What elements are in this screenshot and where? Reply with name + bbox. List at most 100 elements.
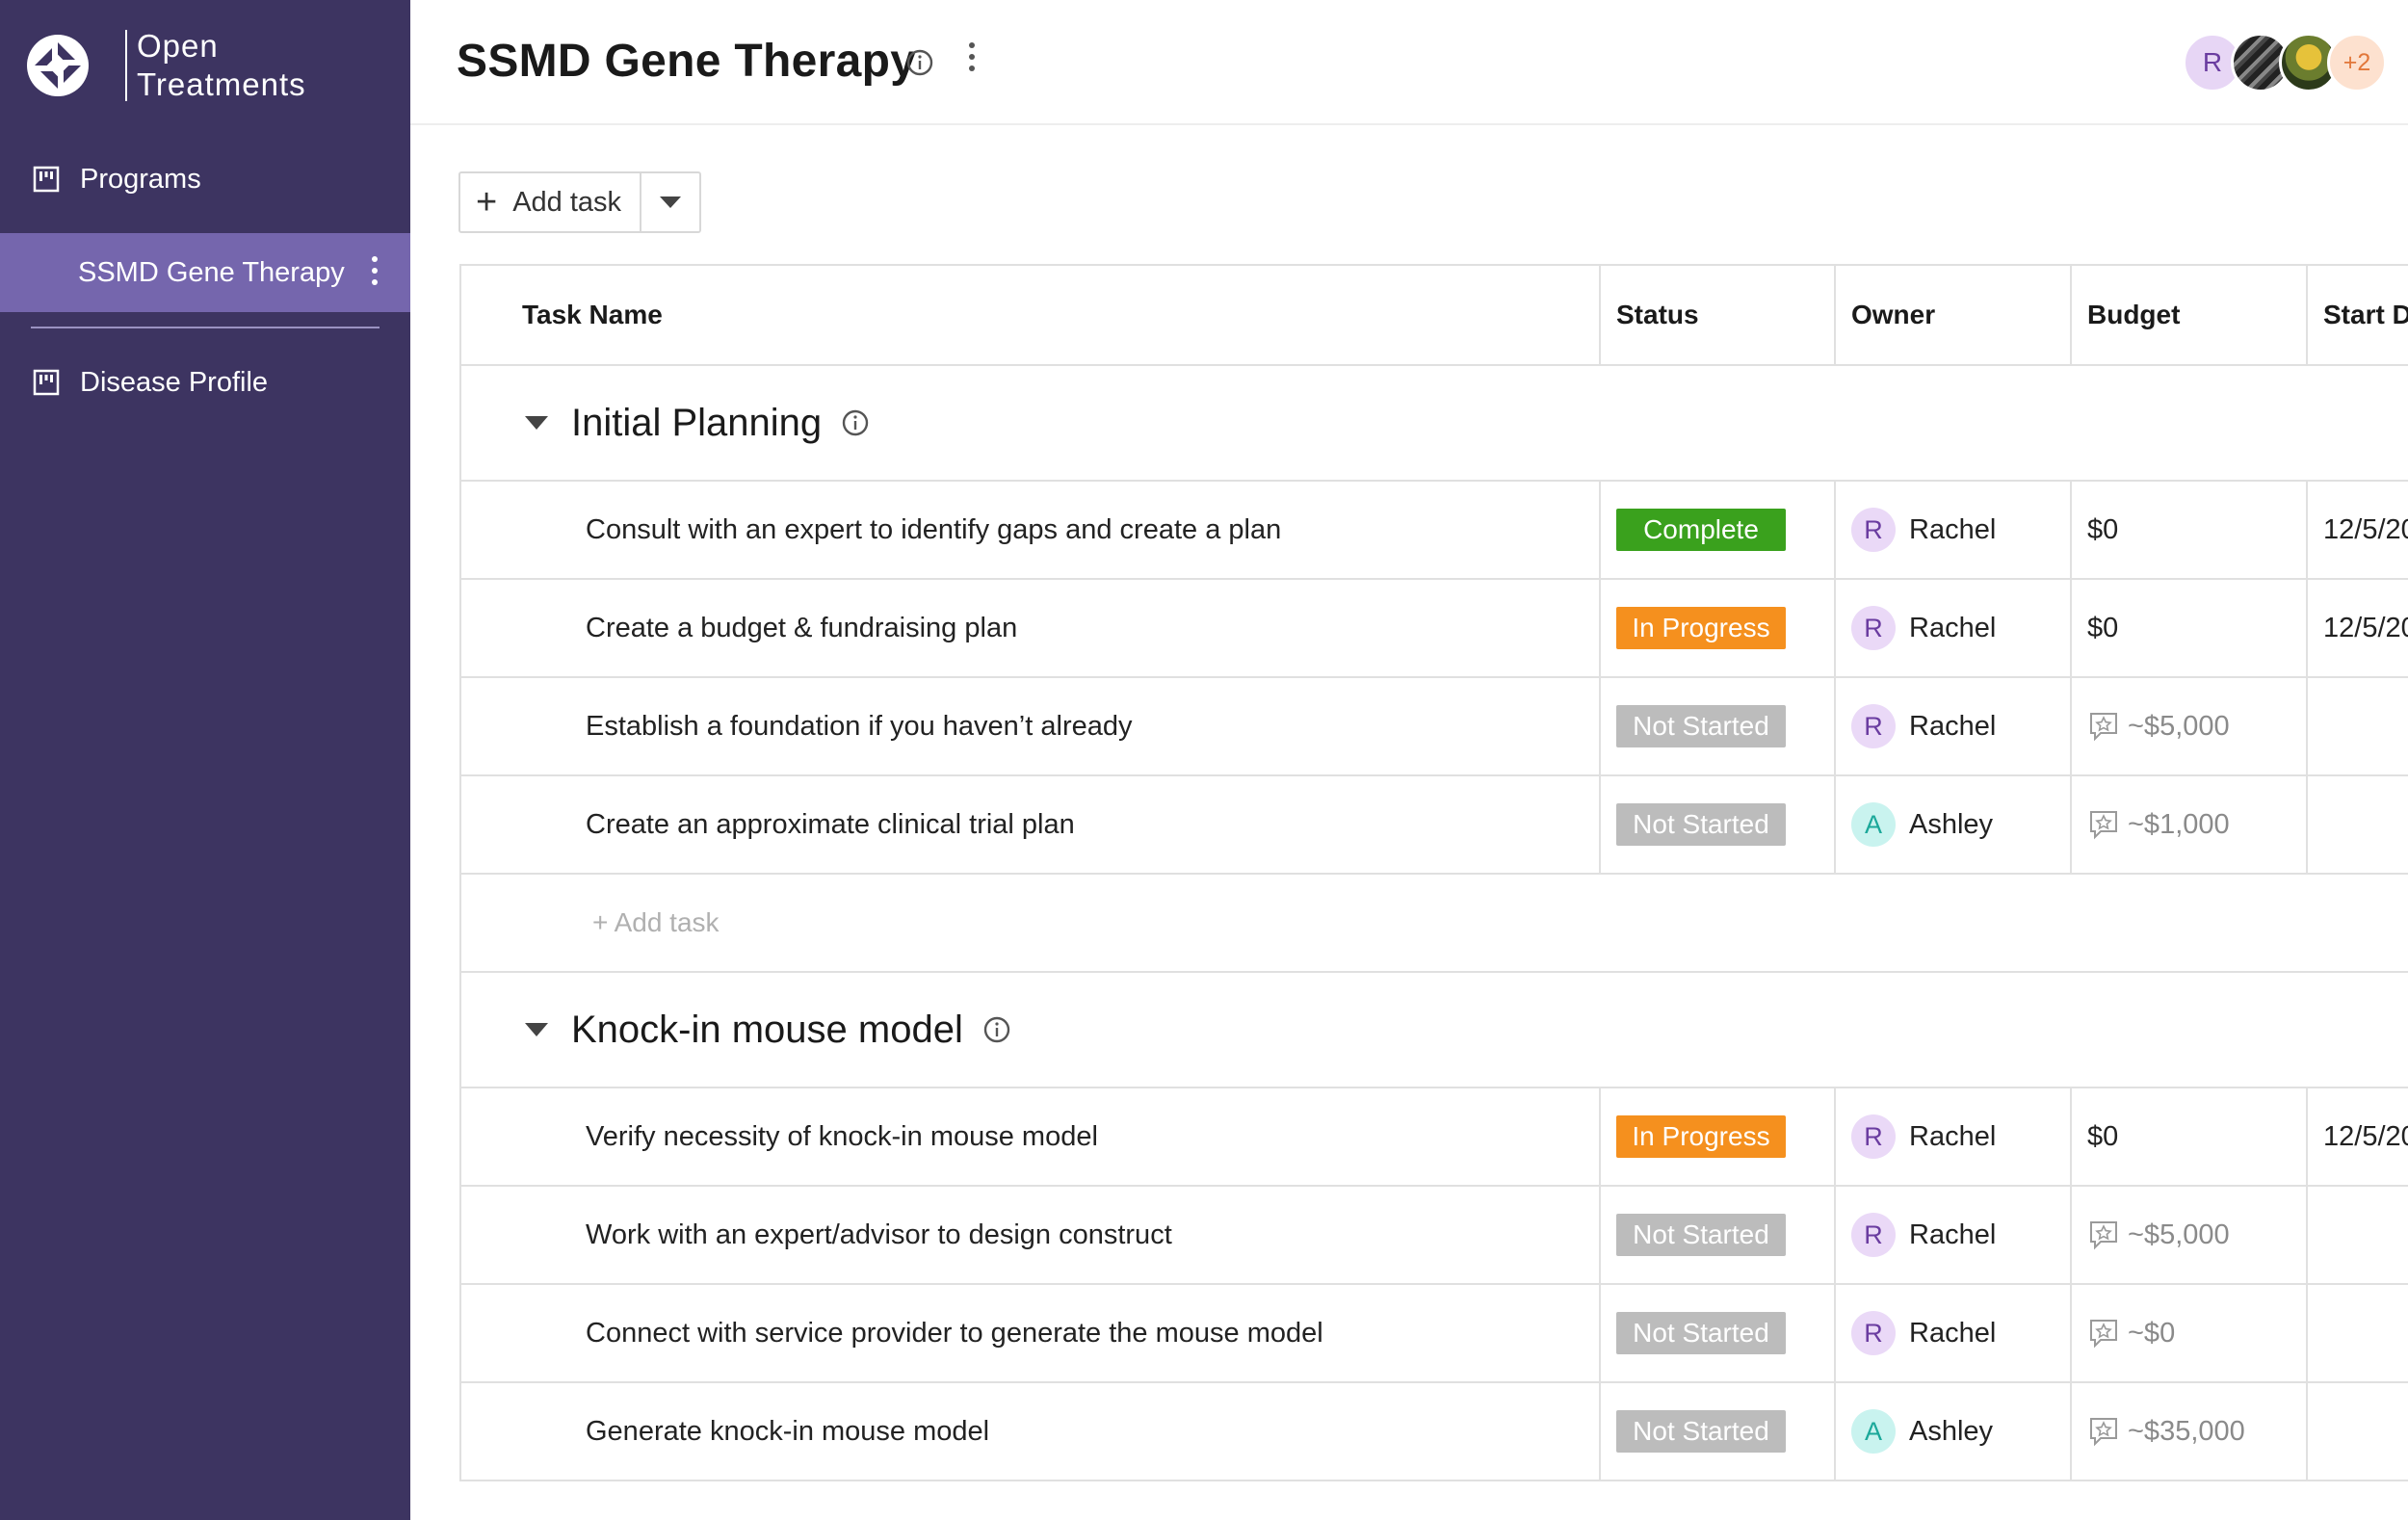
start-date-cell[interactable]: 12/5/20	[2323, 513, 2408, 545]
inline-add-task-link[interactable]: + Add task	[592, 907, 720, 937]
owner-name: Rachel	[1909, 710, 1997, 742]
table-row[interactable]: Work with an expert/advisor to design co…	[461, 1187, 2408, 1285]
status-badge[interactable]: Complete	[1616, 509, 1786, 551]
owner-name: Rachel	[1909, 1120, 1997, 1152]
owner-cell[interactable]: A Ashley	[1836, 1383, 2072, 1480]
sidebar-item-disease-profile[interactable]: Disease Profile	[0, 343, 410, 422]
table-row[interactable]: Create an approximate clinical trial pla…	[461, 776, 2408, 875]
status-badge[interactable]: Not Started	[1616, 1312, 1786, 1354]
add-task-row: + Add task	[461, 875, 2408, 973]
budget-cell[interactable]: $0	[2072, 580, 2308, 676]
task-name[interactable]: Generate knock-in mouse model	[461, 1383, 1601, 1480]
status-cell[interactable]: Not Started	[1601, 776, 1836, 873]
avatar[interactable]: R	[2183, 33, 2242, 92]
collaborator-avatars[interactable]: R +2	[2183, 33, 2387, 92]
owner-name: Rachel	[1909, 1317, 1997, 1349]
budget-value: ~$0	[2128, 1317, 2176, 1349]
sidebar-item-ssmd-gene-therapy[interactable]: SSMD Gene Therapy	[0, 233, 410, 312]
budget-value: $0	[2087, 1120, 2119, 1152]
group-row[interactable]: Knock-in mouse model	[461, 973, 2408, 1088]
status-badge[interactable]: In Progress	[1616, 1115, 1786, 1158]
add-task-dropdown-button[interactable]	[641, 173, 699, 231]
owner-cell[interactable]: A Ashley	[1836, 776, 2072, 873]
start-date-cell[interactable]	[2308, 1383, 2408, 1480]
budget-cell[interactable]: $0	[2072, 1088, 2308, 1185]
column-header-budget[interactable]: Budget	[2072, 266, 2308, 364]
task-name[interactable]: Verify necessity of knock-in mouse model	[461, 1088, 1601, 1185]
column-header-start-date[interactable]: Start Da	[2323, 300, 2408, 329]
brand[interactable]: Open Treatments	[25, 28, 306, 102]
budget-cell[interactable]: ~$5,000	[2072, 1187, 2308, 1283]
avatar: R	[1851, 704, 1896, 748]
status-badge[interactable]: Not Started	[1616, 705, 1786, 747]
budget-cell[interactable]: ~$0	[2072, 1285, 2308, 1381]
status-cell[interactable]: Complete	[1601, 482, 1836, 578]
status-cell[interactable]: Not Started	[1601, 678, 1836, 774]
table-row[interactable]: Establish a foundation if you haven’t al…	[461, 678, 2408, 776]
task-name[interactable]: Create a budget & fundraising plan	[461, 580, 1601, 676]
sidebar-item-label: SSMD Gene Therapy	[78, 256, 345, 288]
start-date-cell[interactable]	[2308, 776, 2408, 873]
task-name[interactable]: Establish a foundation if you haven’t al…	[461, 678, 1601, 774]
info-icon[interactable]	[982, 1015, 1011, 1044]
owner-cell[interactable]: R Rachel	[1836, 1187, 2072, 1283]
start-date-cell[interactable]: 12/5/20	[2323, 612, 2408, 643]
sidebar-item-label: Programs	[80, 163, 201, 195]
status-cell[interactable]: Not Started	[1601, 1187, 1836, 1283]
task-name[interactable]: Create an approximate clinical trial pla…	[461, 776, 1601, 873]
start-date-cell[interactable]	[2308, 1285, 2408, 1381]
group-row[interactable]: Initial Planning	[461, 366, 2408, 482]
more-collaborators-badge[interactable]: +2	[2327, 33, 2387, 92]
estimate-icon	[2090, 811, 2117, 840]
status-cell[interactable]: In Progress	[1601, 580, 1836, 676]
plus-icon: +	[476, 182, 498, 223]
owner-cell[interactable]: R Rachel	[1836, 678, 2072, 774]
info-icon[interactable]	[905, 48, 934, 77]
status-badge[interactable]: Not Started	[1616, 1214, 1786, 1256]
budget-cell[interactable]: ~$5,000	[2072, 678, 2308, 774]
group-title: Knock-in mouse model	[571, 1008, 963, 1051]
start-date-cell[interactable]: 12/5/20	[2323, 1120, 2408, 1152]
more-options-icon[interactable]	[969, 42, 977, 71]
info-icon[interactable]	[841, 408, 870, 437]
add-task-split-button: + Add task	[458, 171, 701, 233]
table-row[interactable]: Connect with service provider to generat…	[461, 1285, 2408, 1383]
budget-value: $0	[2087, 513, 2119, 545]
start-date-cell[interactable]	[2308, 1187, 2408, 1283]
owner-cell[interactable]: R Rachel	[1836, 580, 2072, 676]
budget-cell[interactable]: $0	[2072, 482, 2308, 578]
table-row[interactable]: Consult with an expert to identify gaps …	[461, 482, 2408, 580]
avatar: R	[1851, 1114, 1896, 1159]
status-cell[interactable]: Not Started	[1601, 1285, 1836, 1381]
budget-cell[interactable]: ~$1,000	[2072, 776, 2308, 873]
status-cell[interactable]: In Progress	[1601, 1088, 1836, 1185]
task-name[interactable]: Work with an expert/advisor to design co…	[461, 1187, 1601, 1283]
budget-cell[interactable]: ~$35,000	[2072, 1383, 2308, 1480]
table-row[interactable]: Generate knock-in mouse model Not Started…	[461, 1383, 2408, 1481]
owner-cell[interactable]: R Rachel	[1836, 1088, 2072, 1185]
brand-divider	[125, 30, 127, 101]
task-name[interactable]: Connect with service provider to generat…	[461, 1285, 1601, 1381]
owner-cell[interactable]: R Rachel	[1836, 1285, 2072, 1381]
table-row[interactable]: Verify necessity of knock-in mouse model…	[461, 1088, 2408, 1187]
owner-cell[interactable]: R Rachel	[1836, 482, 2072, 578]
collapse-caret-icon[interactable]	[525, 416, 548, 430]
column-header-owner[interactable]: Owner	[1836, 266, 2072, 364]
status-badge[interactable]: In Progress	[1616, 607, 1786, 649]
add-task-button[interactable]: + Add task	[460, 173, 641, 231]
estimate-icon	[2090, 1418, 2117, 1447]
sidebar-item-programs[interactable]: Programs	[0, 140, 410, 219]
status-cell[interactable]: Not Started	[1601, 1383, 1836, 1480]
status-badge[interactable]: Not Started	[1616, 1410, 1786, 1453]
column-header-status[interactable]: Status	[1601, 266, 1836, 364]
owner-name: Ashley	[1909, 1415, 1994, 1447]
collapse-caret-icon[interactable]	[525, 1023, 548, 1036]
column-header-task-name[interactable]: Task Name	[461, 266, 1601, 364]
sidebar-divider	[31, 327, 380, 328]
start-date-cell[interactable]	[2308, 678, 2408, 774]
status-badge[interactable]: Not Started	[1616, 803, 1786, 846]
table-row[interactable]: Create a budget & fundraising plan In Pro…	[461, 580, 2408, 678]
more-options-icon[interactable]	[372, 256, 380, 285]
task-name[interactable]: Consult with an expert to identify gaps …	[461, 482, 1601, 578]
estimate-icon	[2090, 1320, 2117, 1349]
